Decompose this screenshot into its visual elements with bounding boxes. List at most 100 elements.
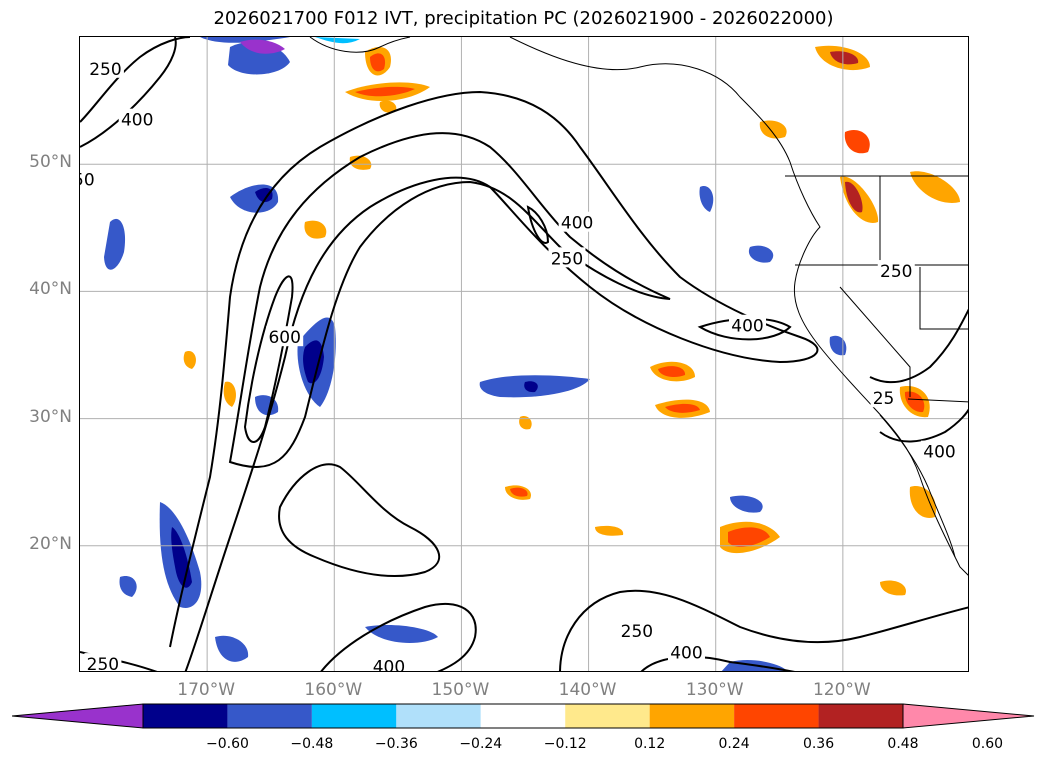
precip-blob: [304, 220, 327, 239]
ivt-contour-label: 50: [80, 170, 95, 190]
colorbar-tick-label: 0.24: [718, 736, 750, 752]
precip-blob: [119, 576, 137, 597]
contour-label-background: [548, 247, 586, 268]
latitude-label: 30°N: [29, 406, 72, 427]
ivt-contour-250-southeast: [559, 589, 968, 671]
latitude-label: 40°N: [29, 279, 72, 300]
baja-coastline: [879, 414, 956, 558]
ivt-contour-400-loop: [526, 205, 550, 244]
precip-blob: [844, 129, 870, 154]
longitude-label: 170°W: [177, 680, 236, 700]
ivt-contour-250-northwest: [80, 37, 191, 123]
colorbar-frame: [142, 703, 904, 729]
ivt-contour-label: 400: [373, 658, 405, 672]
precip-blob: [315, 37, 360, 44]
precip-blob: [830, 51, 859, 65]
latitude-label: 20°N: [29, 533, 72, 554]
ivt-contour-label: 400: [121, 111, 153, 131]
colorbar-segment: [227, 704, 312, 728]
contour-label-background: [80, 168, 97, 189]
colorbar-tick-label: −0.24: [459, 736, 503, 752]
ivt-contour-250-coast: [869, 308, 968, 384]
state-border: [839, 286, 911, 397]
colorbar-extend-max: [902, 703, 1035, 729]
contour-label-background: [118, 108, 156, 129]
ivt-contour-labels: 250 400 50 400 250 400 600 250 25 400 250 400 400 250: [80, 57, 958, 672]
ivt-contour-250-main-river: [169, 90, 819, 671]
coastlines: [309, 37, 968, 576]
colorbar-tick-label: 0.48: [887, 736, 919, 752]
precip-blob: [759, 120, 787, 139]
colorbar-extend-min: [12, 703, 144, 729]
colorbar-tick-label: −0.60: [205, 736, 249, 752]
ivt-contour-label: 250: [551, 249, 583, 269]
longitude-label: 140°W: [558, 680, 617, 700]
precip-blob: [519, 416, 532, 430]
ivt-contour-400-coast: [879, 408, 968, 443]
precip-blob: [223, 381, 236, 407]
precip-blob: [909, 486, 936, 518]
contour-label-background: [84, 653, 122, 671]
colorbar-segments: [12, 703, 1035, 729]
precip-blob: [730, 495, 763, 513]
precip-blob: [365, 625, 438, 643]
ivt-contour-label: 25: [873, 389, 895, 409]
precip-blob: [240, 39, 285, 54]
contour-label-background: [558, 211, 596, 232]
colorbar-segment: [649, 704, 735, 728]
ivt-contour-label: 400: [731, 317, 763, 337]
colorbar-segment: [565, 704, 650, 728]
ivt-contour-400-south: [320, 602, 477, 671]
ivt-contour-label: 250: [621, 622, 653, 642]
colorbar-tick-label: 0.12: [634, 736, 666, 752]
contour-label-background: [370, 655, 408, 671]
ivt-contour-label: 400: [923, 443, 955, 463]
precip-blob: [728, 527, 770, 548]
ivt-contour-label: 250: [880, 262, 912, 282]
precip-blob: [303, 340, 324, 384]
longitude-label: 120°W: [812, 680, 871, 700]
colorbar-tick-label: −0.36: [374, 736, 418, 752]
colorbar-segment: [818, 704, 903, 728]
ivt-contour-label: 600: [268, 328, 300, 348]
colorbar-segment: [480, 704, 566, 728]
map-title: 2026021700 F012 IVT, precipitation PC (2…: [213, 8, 834, 29]
longitude-label: 160°W: [304, 680, 363, 700]
ivt-contour-label: 400: [670, 644, 702, 664]
precip-blob: [880, 580, 906, 596]
ivt-contour-label: 250: [89, 60, 121, 80]
ivt-contour-label: 250: [87, 655, 119, 672]
precip-blob: [524, 381, 538, 393]
map-panel: 250 400 50 400 250 400 600 250 25 400 250 400 400 250: [79, 36, 969, 672]
precip-blob: [183, 350, 196, 369]
map-gridlines: [80, 37, 968, 671]
colorbar-segment: [396, 704, 481, 728]
precip-blob: [510, 487, 528, 497]
colorbar-segment: [143, 704, 228, 728]
contour-label-background: [877, 260, 915, 281]
contour-label-background: [667, 641, 705, 662]
contour-label-background: [870, 387, 897, 408]
precip-blob: [699, 186, 714, 212]
ivt-contour-400-southeast: [640, 655, 795, 671]
alaska-coastline: [309, 37, 411, 53]
precip-blob: [748, 245, 774, 263]
precip-blob: [200, 37, 290, 43]
colorbar-tick-label: 0.36: [802, 736, 835, 752]
colorbar-tick-label: −0.48: [290, 736, 334, 752]
colorbar-segment: [311, 704, 397, 728]
ivt-contour-400-northwest: [80, 37, 177, 148]
precip-blob: [829, 335, 847, 356]
us-mexico-border: [907, 398, 968, 403]
precip-blob: [910, 171, 960, 203]
contour-label-background: [920, 440, 958, 461]
precip-blob: [255, 187, 273, 203]
contour-label-background: [729, 314, 766, 335]
map-canvas: 250 400 50 400 250 400 600 250 25 400 250 400 400 250: [80, 37, 968, 672]
contour-label-background: [86, 57, 124, 78]
colorbar-tick-label: 0.60: [971, 736, 1004, 752]
precip-blob: [845, 181, 863, 213]
ivt-contour-400-main-river: [228, 132, 671, 468]
precip-blob: [379, 100, 397, 113]
state-border: [919, 267, 968, 330]
